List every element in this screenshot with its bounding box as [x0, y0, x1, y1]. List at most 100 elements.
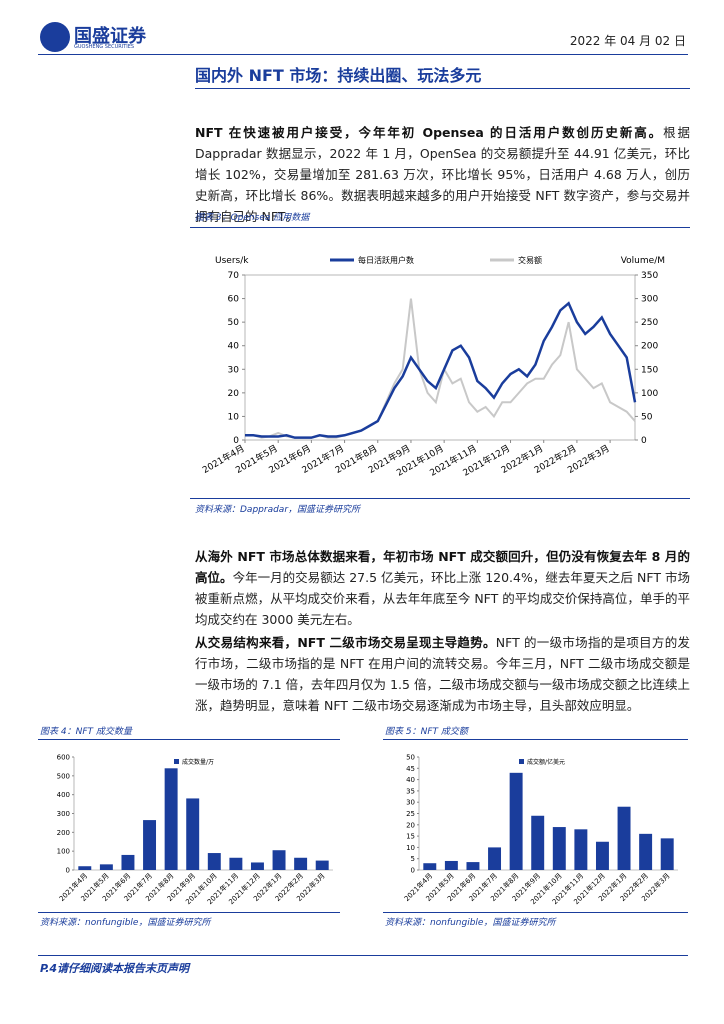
bar: [595, 841, 609, 870]
bar: [186, 798, 200, 870]
logo-icon: [40, 22, 70, 52]
bar: [639, 833, 653, 870]
section-title: 国内外 NFT 市场：持续出圈、玩法多元: [195, 66, 482, 85]
chart: Users/k Volume/M 0 10 20 30 40 50 60 70 0 50 100 150 2…: [200, 255, 665, 479]
figure-rule: [190, 498, 690, 499]
bar: [294, 857, 308, 870]
y-tick-label: 300: [57, 810, 70, 818]
logo-subtext: GUOSHENG SECURITIES: [74, 44, 135, 50]
y-tick-label: 70: [228, 271, 240, 281]
legend-label: 每日活跃用户数: [358, 255, 414, 265]
figure-caption: 图表 5：NFT 成交额: [385, 727, 468, 737]
chart: 0100200300400500600成交数量/万2021年4月2021年5月2…: [57, 754, 333, 906]
bar: [315, 860, 329, 870]
paragraph: NFT 在快速被用户接受，今年年初 Opensea 的日活用户数创历史新高。根据…: [195, 122, 690, 227]
y-tick-label: 60: [228, 295, 240, 305]
paragraph: 从交易结构来看，NFT 二级市场交易呈现主导趋势。NFT 的一级市场指的是项目方…: [195, 632, 690, 716]
y-tick-label: 40: [228, 342, 240, 352]
y-tick-label: 400: [57, 791, 70, 799]
y-tick-label: 50: [228, 318, 240, 328]
bar: [574, 829, 588, 870]
figure-rule: [38, 739, 340, 740]
paragraph-text: 根据 Dappradar 数据显示，2022 年 1 月，OpenSea 的交易…: [195, 125, 690, 224]
legend-swatch: [174, 759, 179, 764]
figure-rule: [190, 227, 690, 228]
logo-text: 国盛证券: [74, 26, 146, 47]
chart: 05101520253035404550成交额/亿美元2021年4月2021年5…: [402, 754, 678, 906]
bar: [250, 862, 264, 870]
y-tick-label: 20: [406, 821, 415, 829]
bar: [466, 862, 480, 870]
bar: [617, 806, 631, 870]
bar: [444, 860, 458, 870]
y2-tick-label: 350: [641, 271, 658, 281]
y-tick-label: 0: [66, 867, 70, 875]
figure-caption: 图表 3：Opensea 应用数据: [195, 213, 310, 223]
legend-label: 成交额/亿美元: [527, 758, 565, 766]
bar: [660, 838, 674, 870]
y-tick-label: 100: [57, 848, 70, 856]
footer-rule: [38, 955, 688, 956]
y2-tick-label: 200: [641, 342, 658, 352]
y2-tick-label: 300: [641, 295, 658, 305]
bar: [423, 863, 437, 870]
plot-frame: [244, 274, 636, 441]
figure-source: 资料来源：nonfungible，国盛证券研究所: [385, 918, 556, 928]
y2-tick-label: 150: [641, 365, 658, 375]
figure-caption: 图表 4：NFT 成交数量: [40, 727, 132, 737]
footer: P.4请仔细阅读本报告末页声明: [40, 962, 190, 975]
legend-label: 交易额: [518, 255, 542, 265]
y-tick-label: 40: [406, 776, 415, 784]
date: 2022 年 04 月 02 日: [569, 34, 686, 48]
figure-rule: [38, 912, 340, 913]
figure-source: 资料来源：Dappradar，国盛证券研究所: [195, 505, 361, 515]
bar: [272, 850, 286, 870]
line-series: [245, 301, 637, 439]
paragraph-text: 今年一月的交易额达 27.5 亿美元，环比上涨 120.4%，继去年夏天之后 N…: [195, 570, 690, 627]
y-tick-label: 0: [411, 867, 415, 875]
y-tick-label: 30: [228, 365, 240, 375]
y-tick-label: 15: [406, 833, 415, 841]
legend-swatch: [519, 759, 524, 764]
title-rule: [195, 88, 690, 89]
bar: [552, 827, 566, 870]
paragraph: 从海外 NFT 市场总体数据来看，年初市场 NFT 成交额回升，但仍没有恢复去年…: [195, 546, 690, 630]
bar: [99, 864, 113, 870]
y-tick-label: 10: [406, 844, 415, 852]
y2-tick-label: 250: [641, 318, 658, 328]
y-tick-label: 600: [57, 754, 70, 762]
bar: [164, 768, 178, 870]
paragraph-lead: 从交易结构来看，NFT 二级市场交易呈现主导趋势。: [195, 635, 496, 650]
y-tick-label: 0: [233, 436, 239, 446]
axis-label: Users/k: [215, 256, 249, 266]
y-tick-label: 500: [57, 772, 70, 780]
y-tick-label: 200: [57, 829, 70, 837]
y-tick-label: 35: [406, 787, 415, 795]
y-tick-label: 10: [228, 412, 240, 422]
bar: [78, 866, 92, 870]
paragraph-lead: NFT 在快速被用户接受，今年年初 Opensea 的日活用户数创历史新高。: [195, 125, 664, 140]
bar: [488, 847, 502, 870]
bar: [229, 857, 243, 870]
bar: [207, 853, 221, 870]
y-tick-label: 5: [411, 855, 415, 863]
bar: [143, 820, 157, 870]
legend-label: 成交数量/万: [182, 758, 214, 766]
figure-rule: [383, 739, 688, 740]
y2-tick-label: 100: [641, 389, 658, 399]
y-tick-label: 20: [228, 389, 240, 399]
paragraph-text: NFT 的一级市场指的是项目方的发行市场，二级市场指的是 NFT 在用户间的流转…: [195, 635, 690, 713]
figure-rule: [383, 912, 688, 913]
y2-tick-label: 50: [641, 412, 653, 422]
header-rule: [38, 54, 688, 55]
paragraph-lead: 从海外 NFT 市场总体数据来看，年初市场 NFT 成交额回升，但仍没有恢复去年…: [195, 549, 690, 585]
figure-source: 资料来源：nonfungible，国盛证券研究所: [40, 918, 211, 928]
bar: [531, 815, 545, 870]
bar: [121, 854, 135, 870]
axis-label: Volume/M: [621, 256, 665, 266]
y-tick-label: 25: [406, 810, 415, 818]
bar: [509, 772, 523, 870]
y2-tick-label: 0: [641, 436, 647, 446]
y-tick-label: 30: [406, 799, 415, 807]
